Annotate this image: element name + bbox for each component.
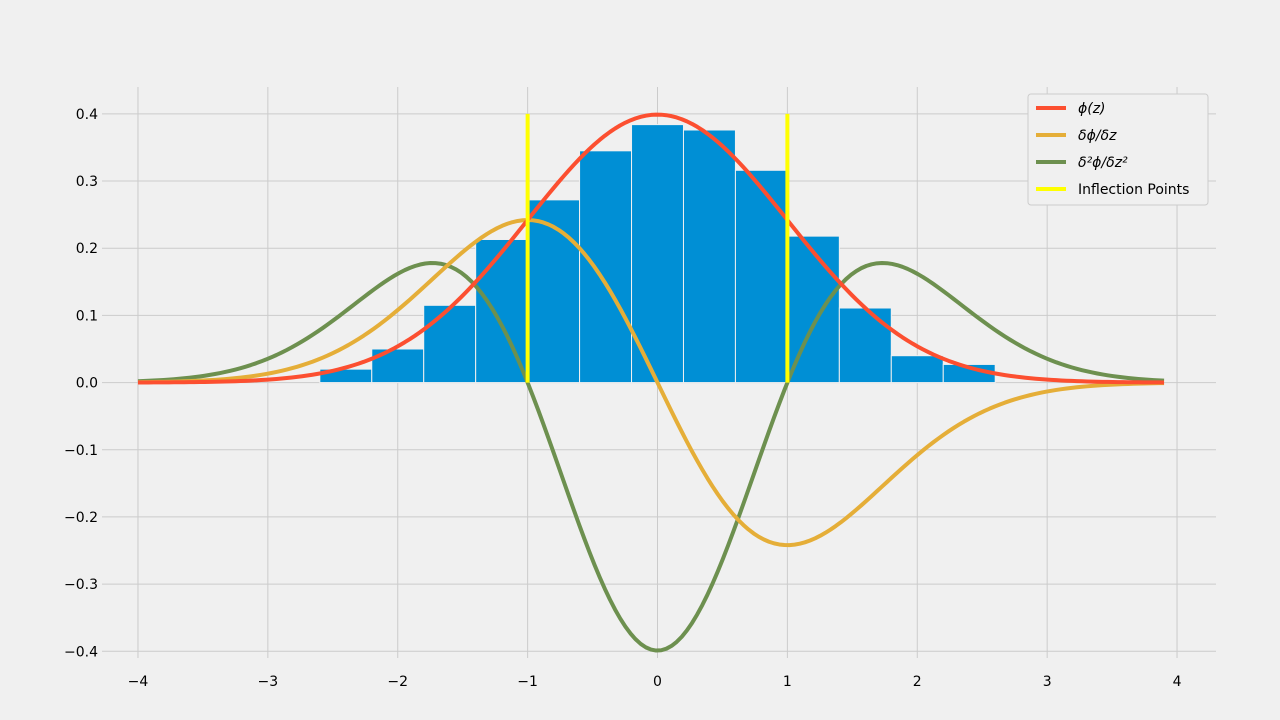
y-tick-label: −0.3: [64, 577, 98, 593]
histogram-bar: [890, 355, 944, 384]
x-tick-label: −4: [128, 674, 149, 690]
x-tick-label: −2: [387, 674, 408, 690]
histogram-bar: [527, 199, 581, 384]
y-tick-label: −0.1: [64, 443, 98, 459]
x-tick-label: 0: [653, 674, 662, 690]
histogram-bar: [579, 150, 633, 384]
y-tick-label: 0.1: [76, 308, 98, 324]
x-tick-label: −3: [258, 674, 279, 690]
histogram-bar: [682, 129, 736, 384]
histogram-bar: [423, 304, 477, 384]
series-line-second-derivative: [137, 260, 1165, 653]
tick-labels: −4 −3 −2 −1 0 1 2 3 4 0.4 0.3 0.2 0.1 0.0 −0.1 −0.2 −0.3…: [64, 107, 1182, 690]
x-tick-label: 1: [783, 674, 792, 690]
legend: ϕ(z) δϕ/δz δ²ϕ/δz² Inflection Points: [1027, 93, 1209, 206]
legend-box: [1027, 93, 1209, 206]
series-line-first-derivative: [137, 218, 1165, 548]
histogram: [319, 124, 996, 384]
y-tick-label: −0.4: [64, 644, 98, 660]
y-tick-label: −0.2: [64, 510, 98, 526]
x-tick-label: 2: [913, 674, 922, 690]
legend-label-second-derivative: δ²ϕ/δz²: [1078, 155, 1128, 171]
y-tick-label: 0.2: [76, 241, 98, 257]
histogram-bar: [734, 169, 788, 384]
y-tick-label: 0.0: [76, 376, 98, 392]
legend-label-first-derivative: δϕ/δz: [1078, 128, 1117, 144]
histogram-bar: [631, 124, 684, 384]
y-tick-label: 0.4: [76, 107, 98, 123]
y-tick-label: 0.3: [76, 174, 98, 190]
curves: [137, 112, 1165, 653]
legend-label-inflection: Inflection Points: [1078, 182, 1189, 198]
x-tick-label: 4: [1173, 674, 1182, 690]
x-tick-label: −1: [517, 674, 538, 690]
legend-label-pdf: ϕ(z): [1078, 101, 1106, 117]
histogram-bar: [838, 307, 892, 384]
x-tick-label: 3: [1043, 674, 1052, 690]
inflection-lines: [525, 113, 790, 383]
series-line-pdf: [137, 112, 1165, 385]
